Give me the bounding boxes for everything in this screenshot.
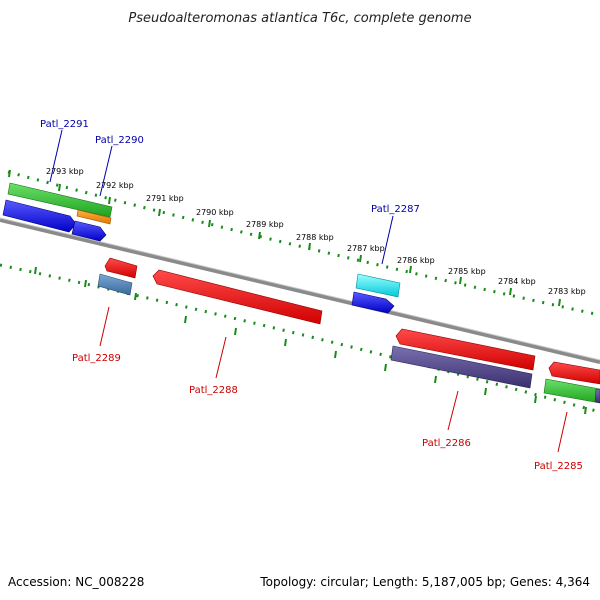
tick-label: 2784 kbp (498, 277, 536, 286)
gene-feature-purple-edge (594, 388, 600, 404)
gene-label-patl-2289[interactable]: Patl_2289 (72, 353, 121, 364)
gene-feature-blue-2287[interactable] (351, 291, 395, 314)
forward-genes (2, 182, 401, 314)
map-title: Pseudoalteromonas atlantica T6c, complet… (128, 11, 471, 26)
tick-label: 2787 kbp (347, 244, 385, 253)
gene-label-patl-2287[interactable]: Patl_2287 (371, 204, 420, 215)
gene-label-patl-2291[interactable]: Patl_2291 (40, 119, 89, 130)
accession-text: Accession: NC_008228 (8, 575, 144, 589)
gene-feature-patl-2291[interactable] (2, 199, 77, 233)
gene-feature-patl-2289[interactable] (104, 257, 138, 279)
gene-label-patl-2285[interactable]: Patl_2285 (534, 461, 583, 472)
tick-labels: 2793 kbp 2792 kbp 2791 kbp 2790 kbp 2789… (46, 167, 586, 296)
inner-major-ticks (34, 266, 587, 415)
genome-backbone (0, 218, 600, 364)
inner-tick-track (0, 263, 600, 414)
gene-feature-patl-2288[interactable] (152, 269, 323, 325)
gene-feature-patl-2287[interactable] (355, 273, 401, 298)
tick-label: 2783 kbp (548, 287, 586, 296)
gene-feature-steel[interactable] (97, 273, 133, 296)
tick-label: 2785 kbp (448, 267, 486, 276)
gene-feature-green-2285[interactable] (543, 378, 600, 404)
gene-label-patl-2290[interactable]: Patl_2290 (95, 135, 144, 146)
gene-feature-green[interactable] (7, 182, 113, 218)
genome-backbone-highlight (0, 217, 600, 361)
gene-feature-patl-2290[interactable] (71, 220, 107, 242)
tick-label: 2789 kbp (246, 220, 284, 229)
outer-major-ticks (8, 169, 561, 307)
tick-label: 2788 kbp (296, 233, 334, 242)
tick-label: 2790 kbp (196, 208, 234, 217)
gene-labels: Patl_2291 Patl_2290 Patl_2287 Patl_2289 … (40, 119, 583, 472)
gene-feature-patl-2286[interactable] (395, 328, 536, 371)
gene-feature-orange[interactable] (76, 209, 112, 225)
tick-label: 2792 kbp (96, 181, 134, 190)
gene-label-patl-2286[interactable]: Patl_2286 (422, 438, 471, 449)
gene-label-patl-2288[interactable]: Patl_2288 (189, 385, 238, 396)
genome-summary-text: Topology: circular; Length: 5,187,005 bp… (259, 575, 590, 589)
gene-feature-purple[interactable] (390, 345, 533, 389)
label-leaders (49, 129, 568, 453)
tick-label: 2791 kbp (146, 194, 184, 203)
tick-label: 2793 kbp (46, 167, 84, 176)
reverse-genes (97, 257, 600, 404)
tick-label: 2786 kbp (397, 256, 435, 265)
gene-feature-patl-2285[interactable] (548, 361, 600, 385)
